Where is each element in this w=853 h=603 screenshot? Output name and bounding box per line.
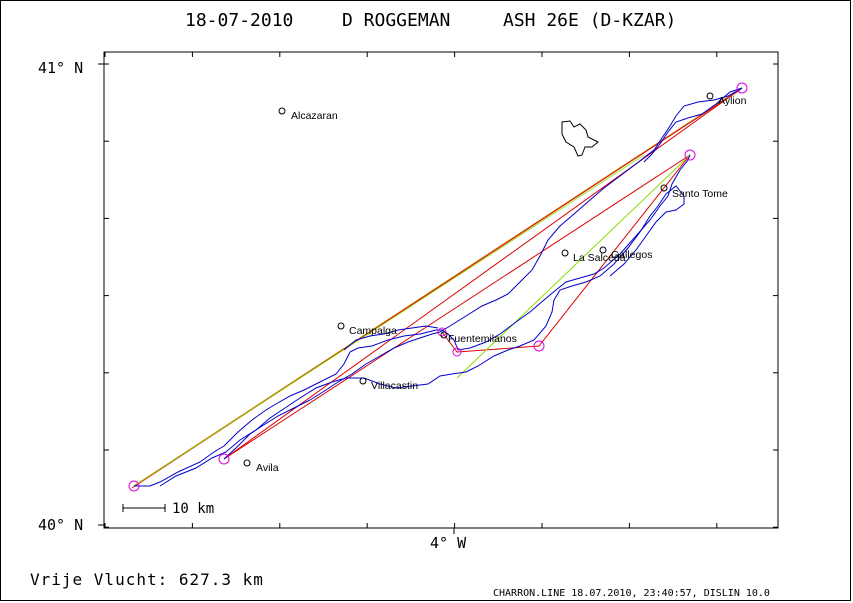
flight-track-main bbox=[134, 154, 691, 487]
scale-bar: 10 km bbox=[122, 501, 214, 517]
label-alcazaran: Alcazaran bbox=[291, 110, 338, 122]
marker-alcazaran bbox=[278, 107, 286, 115]
plot-area bbox=[103, 51, 779, 529]
marker-la-salceda bbox=[561, 249, 569, 257]
title-date: 18-07-2010 bbox=[185, 10, 293, 31]
place-markers: Alcazaran Aylion Santo Tome La Salceda G… bbox=[243, 92, 747, 474]
label-la-salceda: La Salceda bbox=[573, 252, 626, 264]
marker-aylion bbox=[706, 92, 714, 100]
lat-top-label: 41° N bbox=[38, 59, 83, 77]
turnpoint-avila bbox=[218, 453, 230, 465]
distance-label: Vrije Vlucht: 627.3 km bbox=[30, 570, 264, 589]
turnpoints bbox=[128, 82, 748, 492]
lon-label: 4° W bbox=[430, 534, 467, 552]
flight-track-segment bbox=[343, 325, 439, 351]
label-fuentemilanos: Fuentemilanos bbox=[448, 333, 517, 345]
leg-line-orange bbox=[133, 87, 743, 487]
leg-line-red-3 bbox=[223, 87, 743, 460]
turnpoint-santo-tome bbox=[684, 149, 696, 161]
scale-bar-label: 10 km bbox=[172, 501, 214, 517]
marker-campalga bbox=[337, 322, 345, 330]
leg-line-red-4 bbox=[441, 154, 691, 353]
marker-avila bbox=[243, 459, 251, 467]
turnpoint-south bbox=[452, 347, 462, 357]
marker-gallegos bbox=[599, 246, 607, 254]
marker-villacastin bbox=[359, 377, 367, 385]
leg-line-green bbox=[456, 154, 691, 379]
title-pilot: D ROGGEMAN bbox=[342, 10, 450, 31]
task-legs bbox=[131, 87, 743, 489]
leg-line-red-2 bbox=[223, 154, 691, 460]
label-gallegos: Gallegos bbox=[611, 249, 652, 261]
label-avila: Avila bbox=[256, 462, 279, 474]
axis-ticks bbox=[98, 52, 778, 534]
label-villacastin: Villacastin bbox=[371, 380, 418, 392]
flight-track-return bbox=[159, 185, 685, 487]
turnpoint-fuentemilanos bbox=[437, 327, 447, 337]
label-aylion: Aylion bbox=[718, 95, 747, 107]
marker-santo-tome bbox=[660, 184, 668, 192]
lat-bottom-label: 40° N bbox=[38, 516, 83, 534]
turnpoint-aylion bbox=[736, 82, 748, 94]
flight-track-north bbox=[223, 87, 743, 460]
turnpoint-start bbox=[128, 480, 140, 492]
turnpoint-east bbox=[533, 340, 545, 352]
credit-line: CHARRON.LINE 18.07.2010, 23:40:57, DISLI… bbox=[493, 588, 770, 599]
leg-line-green-2 bbox=[136, 154, 645, 485]
title-glider: ASH 26E (D-KZAR) bbox=[503, 10, 676, 31]
marker-fuentemilanos bbox=[440, 331, 448, 339]
flight-track-turn bbox=[643, 87, 743, 163]
lake-outline bbox=[561, 120, 599, 157]
label-campalga: Campalga bbox=[349, 325, 397, 337]
label-santo-tome: Santo Tome bbox=[672, 188, 728, 200]
